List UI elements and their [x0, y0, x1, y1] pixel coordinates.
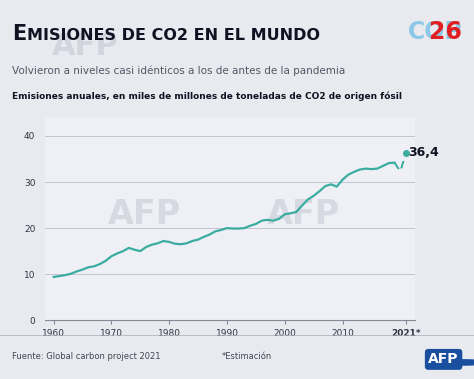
Text: Fuente: Global carbon project 2021: Fuente: Global carbon project 2021 [12, 352, 160, 361]
Text: MISIONES DE CO2 EN EL MUNDO: MISIONES DE CO2 EN EL MUNDO [27, 28, 320, 43]
Text: Volvieron a niveles casi idénticos a los de antes de la pandemia: Volvieron a niveles casi idénticos a los… [12, 65, 345, 76]
Text: *Estimación: *Estimación [221, 352, 272, 361]
Text: AFP: AFP [52, 32, 118, 61]
Text: Emisiones anuales, en miles de millones de toneladas de CO2 de origen fósil: Emisiones anuales, en miles de millones … [12, 92, 402, 101]
Text: 26: 26 [396, 20, 462, 44]
Text: AFP: AFP [108, 198, 182, 231]
Text: AFP: AFP [267, 198, 340, 231]
Circle shape [434, 360, 474, 365]
Text: COP: COP [407, 20, 462, 44]
Text: E: E [12, 24, 26, 44]
Text: 36,4: 36,4 [409, 146, 439, 159]
Text: AFP: AFP [428, 352, 459, 366]
